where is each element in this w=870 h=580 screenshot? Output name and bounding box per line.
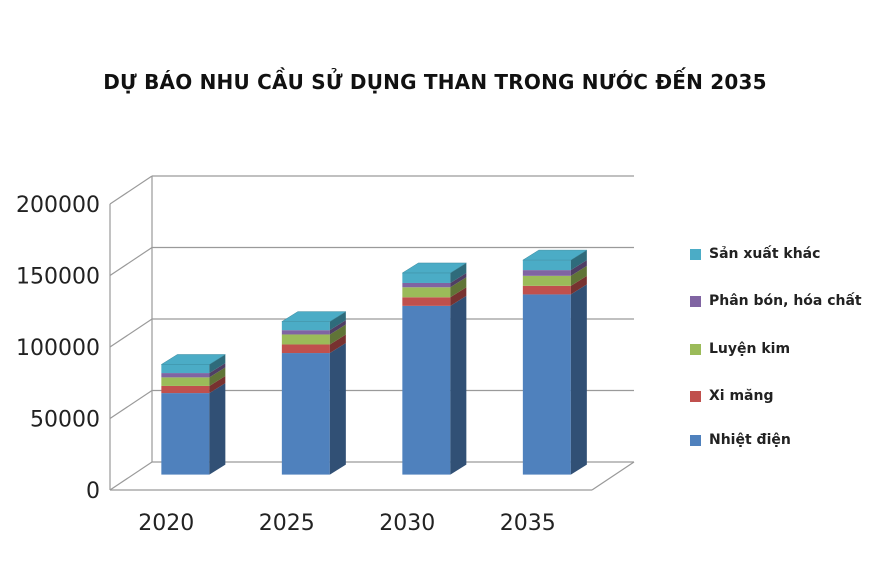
bar-side [209,363,226,378]
bar-segment [281,334,346,354]
bar-side [329,320,346,335]
bar-top [160,354,227,365]
bar-segment [521,249,588,271]
bar-top [521,249,588,261]
legend-label: Luyện kim [709,341,791,357]
bar-front [522,294,571,475]
legend-label: Xi măng [709,388,774,404]
bar-segment [522,284,587,475]
bar-front [522,260,571,271]
bar-side [450,272,467,288]
bar-side [329,334,346,354]
bar-front [522,270,571,276]
y-tick-label: 50000 [30,408,100,433]
legend-swatch [690,343,701,355]
chart-title: DỰ BÁO NHU CẦU SỬ DỤNG THAN TRONG NƯỚC Đ… [103,70,767,94]
y-tick-label: 200000 [16,193,100,218]
bar-side [209,383,226,475]
legend-item: Phân bón, hóa chất [690,293,862,309]
legend-swatch [690,390,701,402]
gridline-side [109,318,153,348]
bar-side [329,311,346,331]
legend-label: Nhiệt điện [709,432,791,448]
gridline-side [109,175,153,205]
bar-front [522,275,571,286]
bar-side [329,343,346,475]
bar-top [401,262,468,274]
bar-side [450,277,467,298]
bar-front [161,377,210,386]
bar-side [570,250,587,271]
bar-segment [522,275,587,295]
bar-segment [281,343,346,475]
y-tick-label: 0 [86,479,100,504]
bar-front [402,272,451,283]
bar-segment [280,311,347,331]
legend-label: Sản xuất khác [709,246,821,262]
bar-side [570,265,587,286]
bar-segment [160,354,227,374]
legend-item: Xi măng [690,388,774,404]
bar-segment [161,375,226,394]
legend-item: Luyện kim [690,341,790,357]
legend-item: Sản xuất khác [690,246,820,262]
bar-top [280,311,347,322]
y-tick-label: 100000 [16,336,100,361]
floor-right-edge [591,461,635,491]
bar-side [570,284,587,475]
bar-segment [402,277,467,298]
bar-segment [522,265,587,286]
bar-segment [161,367,226,386]
x-tick-label: 2025 [259,511,315,536]
bar-side [329,324,346,345]
bar-front [161,385,210,394]
gridline-side [109,390,153,419]
bar-front [281,353,330,475]
y-axis-ticks: 0 50000 100000 150000 200000 [16,193,100,504]
bar-segment [281,320,346,335]
bar-side [450,262,467,283]
bar-front [161,393,210,475]
y-tick-label: 150000 [16,265,100,290]
bar-side [570,275,587,295]
legend-swatch [690,248,701,260]
bar-front [522,285,571,295]
bar-segment [402,287,467,306]
bar-front [281,330,330,335]
x-tick-label: 2030 [379,511,435,536]
gridline-side [109,247,153,276]
x-tick-label: 2020 [138,511,194,536]
bar-front [161,364,210,374]
bar-segment [402,272,467,288]
bar-side [209,354,226,374]
bar-front [402,305,451,475]
bar-segment [161,383,226,475]
bar-segment [161,363,226,378]
gridline-side [109,461,153,491]
x-axis-ticks: 2020 2025 2030 2035 [138,511,556,536]
legend-item: Nhiệt điện [690,432,791,448]
bar-side [450,287,467,306]
bar-segment [281,324,346,345]
bar-segment [402,295,467,475]
bar-front [281,321,330,331]
legend-swatch [690,295,701,307]
legend-label: Phân bón, hóa chất [709,293,862,309]
bar-front [402,287,451,298]
bar-front [402,297,451,306]
bar-side [450,295,467,475]
bar-side [570,260,587,276]
bar-front [161,373,210,378]
bars [160,249,588,475]
bar-segment [401,262,468,283]
bar-side [209,375,226,394]
bar-segment [522,260,587,276]
legend-swatch [690,434,701,446]
x-tick-label: 2035 [500,511,556,536]
bar-side [209,367,226,386]
bar-front [402,282,451,288]
bar-front [281,344,330,354]
bar-front [281,334,330,345]
